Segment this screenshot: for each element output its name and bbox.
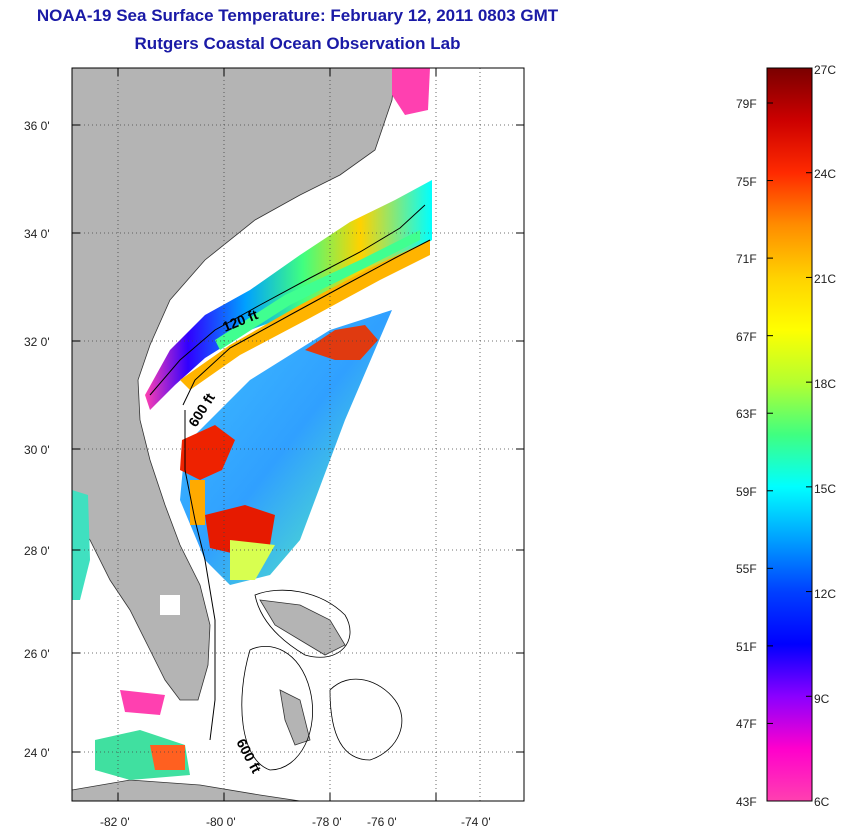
colorbar-ticks	[767, 67, 812, 802]
latitude-labels: 36 0' 34 0' 32 0' 30 0' 28 0' 26 0' 24 0…	[24, 119, 50, 760]
colorbar-celsius-labels: 27C 24C 21C 18C 15C 12C 9C 6C	[814, 63, 836, 809]
lon-label: -78 0'	[312, 815, 342, 829]
lon-label: -76 0'	[367, 815, 397, 829]
fahrenheit-label: 79F	[736, 97, 757, 111]
celsius-label: 9C	[814, 692, 830, 706]
longitude-labels: -82 0' -80 0' -78 0' -76 0' -74 0'	[100, 815, 491, 829]
graticule	[72, 68, 524, 801]
fahrenheit-label: 63F	[736, 407, 757, 421]
contour-120ft	[149, 204, 426, 396]
fahrenheit-label: 59F	[736, 485, 757, 499]
colorbar-fahrenheit-labels: 79F 75F 71F 67F 63F 59F 55F 51F 47F 43F	[736, 97, 757, 809]
lat-label: 36 0'	[24, 119, 50, 133]
fahrenheit-label: 71F	[736, 252, 757, 266]
fahrenheit-label: 43F	[736, 795, 757, 809]
map-subtitle: Rutgers Coastal Ocean Observation Lab	[134, 34, 461, 53]
fahrenheit-label: 75F	[736, 175, 757, 189]
lat-label: 28 0'	[24, 544, 50, 558]
fahrenheit-label: 47F	[736, 717, 757, 731]
celsius-label: 24C	[814, 167, 836, 181]
celsius-label: 12C	[814, 587, 836, 601]
warm-anomaly-north	[305, 325, 378, 360]
fahrenheit-label: 67F	[736, 330, 757, 344]
fahrenheit-label: 55F	[736, 562, 757, 576]
lat-label: 32 0'	[24, 335, 50, 349]
map-area: 120 ft 600 ft 600 ft	[72, 68, 524, 801]
map-frame	[71, 67, 525, 802]
lon-label: -74 0'	[461, 815, 491, 829]
fahrenheit-label: 51F	[736, 640, 757, 654]
lat-label: 26 0'	[24, 647, 50, 661]
colorbar-gradient	[766, 67, 813, 802]
contour-600ft	[182, 239, 431, 741]
celsius-label: 18C	[814, 377, 836, 391]
warm-anomaly-south	[205, 505, 275, 555]
lat-label: 34 0'	[24, 227, 50, 241]
warm-anomaly-west	[180, 425, 235, 480]
lon-label: -80 0'	[206, 815, 236, 829]
celsius-label: 6C	[814, 795, 830, 809]
land-mainland	[72, 68, 396, 701]
land-bahamas	[259, 599, 346, 746]
axis-ticks	[72, 68, 524, 801]
lat-label: 30 0'	[24, 443, 50, 457]
lat-label: 24 0'	[24, 746, 50, 760]
celsius-label: 27C	[814, 63, 836, 77]
celsius-label: 21C	[814, 272, 836, 286]
map-title: NOAA-19 Sea Surface Temperature: Februar…	[36, 6, 559, 25]
lon-label: -82 0'	[100, 815, 130, 829]
celsius-label: 15C	[814, 482, 836, 496]
